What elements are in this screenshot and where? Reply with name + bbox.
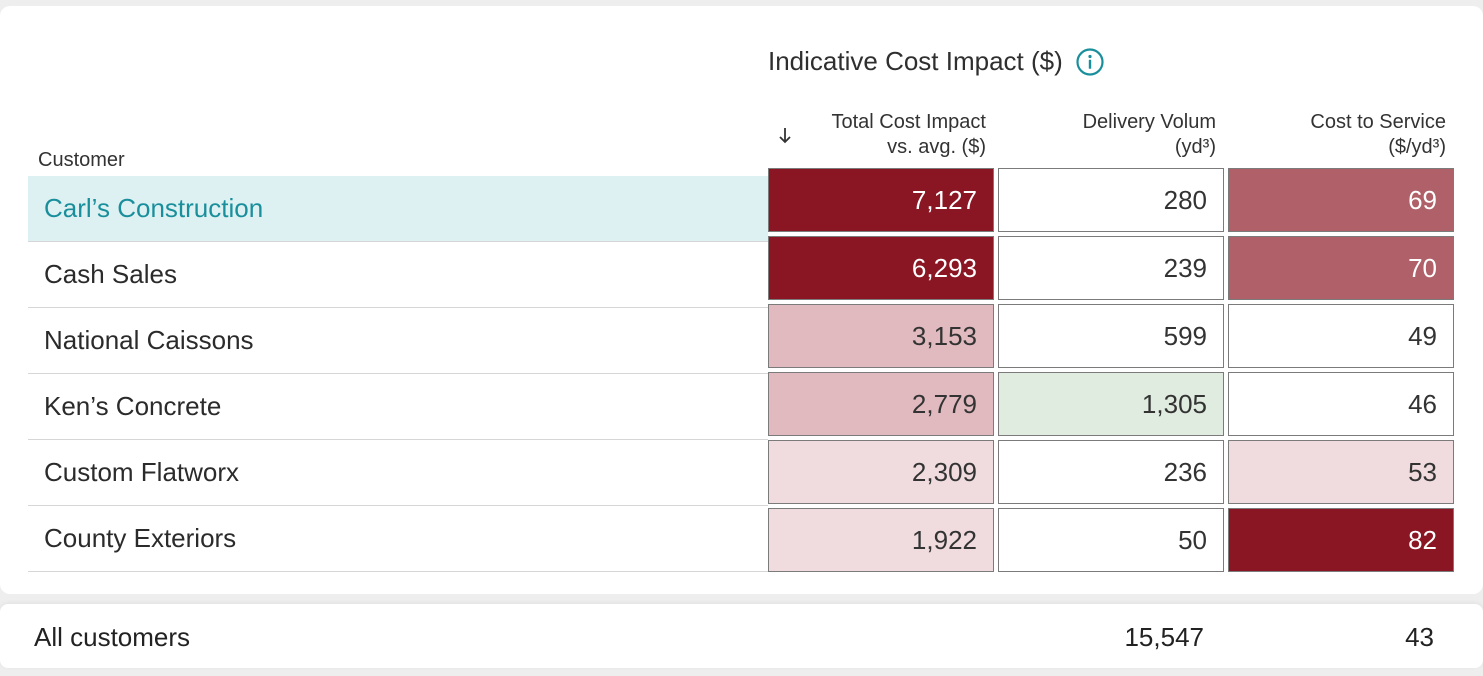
table-row[interactable]: Carl’s Construction xyxy=(28,176,768,242)
column-header-delivery-volume[interactable]: Delivery Volum (yd³) xyxy=(1028,110,1216,166)
customer-name[interactable]: Cash Sales xyxy=(44,259,177,289)
column-group-title: Indicative Cost Impact ($) xyxy=(768,46,1105,77)
delivery-volume-cell: 280 xyxy=(998,168,1224,232)
column-header-line: ($/yd³) xyxy=(1388,136,1446,158)
customer-name[interactable]: County Exteriors xyxy=(44,523,237,553)
column-header-cost-to-service[interactable]: Cost to Service ($/yd³) xyxy=(1258,110,1446,166)
customer-name[interactable]: Ken’s Concrete xyxy=(44,391,222,421)
cost-to-service-cell: 49 xyxy=(1228,304,1454,368)
delivery-volume-cell: 239 xyxy=(998,236,1224,300)
total-cost-impact-cell: 3,153 xyxy=(768,304,994,368)
total-cost-impact-cell: 6,293 xyxy=(768,236,994,300)
customer-name[interactable]: Custom Flatworx xyxy=(44,457,240,487)
cost-to-service-cell: 70 xyxy=(1228,236,1454,300)
arrow-down-icon[interactable] xyxy=(776,124,794,146)
delivery-volume-cell: 1,305 xyxy=(998,372,1224,436)
table-row[interactable]: Cash Sales xyxy=(28,242,768,308)
total-cost-impact-cell: 1,922 xyxy=(768,508,994,572)
table-row[interactable]: National Caissons xyxy=(28,308,768,374)
cost-impact-table-card: Indicative Cost Impact ($) Total Cost Im… xyxy=(0,6,1483,594)
cost-to-service-cell: 53 xyxy=(1228,440,1454,504)
customer-name[interactable]: National Caissons xyxy=(44,325,254,355)
column-group-title-text: Indicative Cost Impact ($) xyxy=(768,46,1063,76)
summary-row-all-customers: All customers 15,547 43 xyxy=(0,604,1483,668)
summary-cost-to-service: 43 xyxy=(1405,622,1434,652)
column-header-line: (yd³) xyxy=(1174,136,1216,158)
delivery-volume-cell: 50 xyxy=(998,508,1224,572)
table-row[interactable]: Custom Flatworx xyxy=(28,440,768,506)
summary-delivery-volume: 15,547 xyxy=(1124,622,1204,652)
delivery-volume-cell: 236 xyxy=(998,440,1224,504)
table-row[interactable]: Ken’s Concrete xyxy=(28,374,768,440)
cost-to-service-cell: 69 xyxy=(1228,168,1454,232)
column-header-line: Delivery Volum xyxy=(1082,111,1216,133)
cost-to-service-cell: 46 xyxy=(1228,372,1454,436)
cost-to-service-cell: 82 xyxy=(1228,508,1454,572)
total-cost-impact-cell: 7,127 xyxy=(768,168,994,232)
column-header-customer[interactable]: Customer xyxy=(38,149,125,171)
total-cost-impact-cell: 2,309 xyxy=(768,440,994,504)
table-row[interactable]: County Exteriors xyxy=(28,506,768,572)
column-header-line: vs. avg. ($) xyxy=(887,136,986,158)
customer-name[interactable]: Carl’s Construction xyxy=(44,193,264,223)
column-header-line: Cost to Service xyxy=(1310,111,1446,133)
delivery-volume-cell: 599 xyxy=(998,304,1224,368)
info-circle-icon[interactable] xyxy=(1075,47,1105,77)
column-header-line: Total Cost Impact xyxy=(831,111,986,133)
summary-label: All customers xyxy=(34,622,191,652)
column-header-total-cost-impact[interactable]: Total Cost Impact vs. avg. ($) xyxy=(798,110,986,166)
total-cost-impact-cell: 2,779 xyxy=(768,372,994,436)
